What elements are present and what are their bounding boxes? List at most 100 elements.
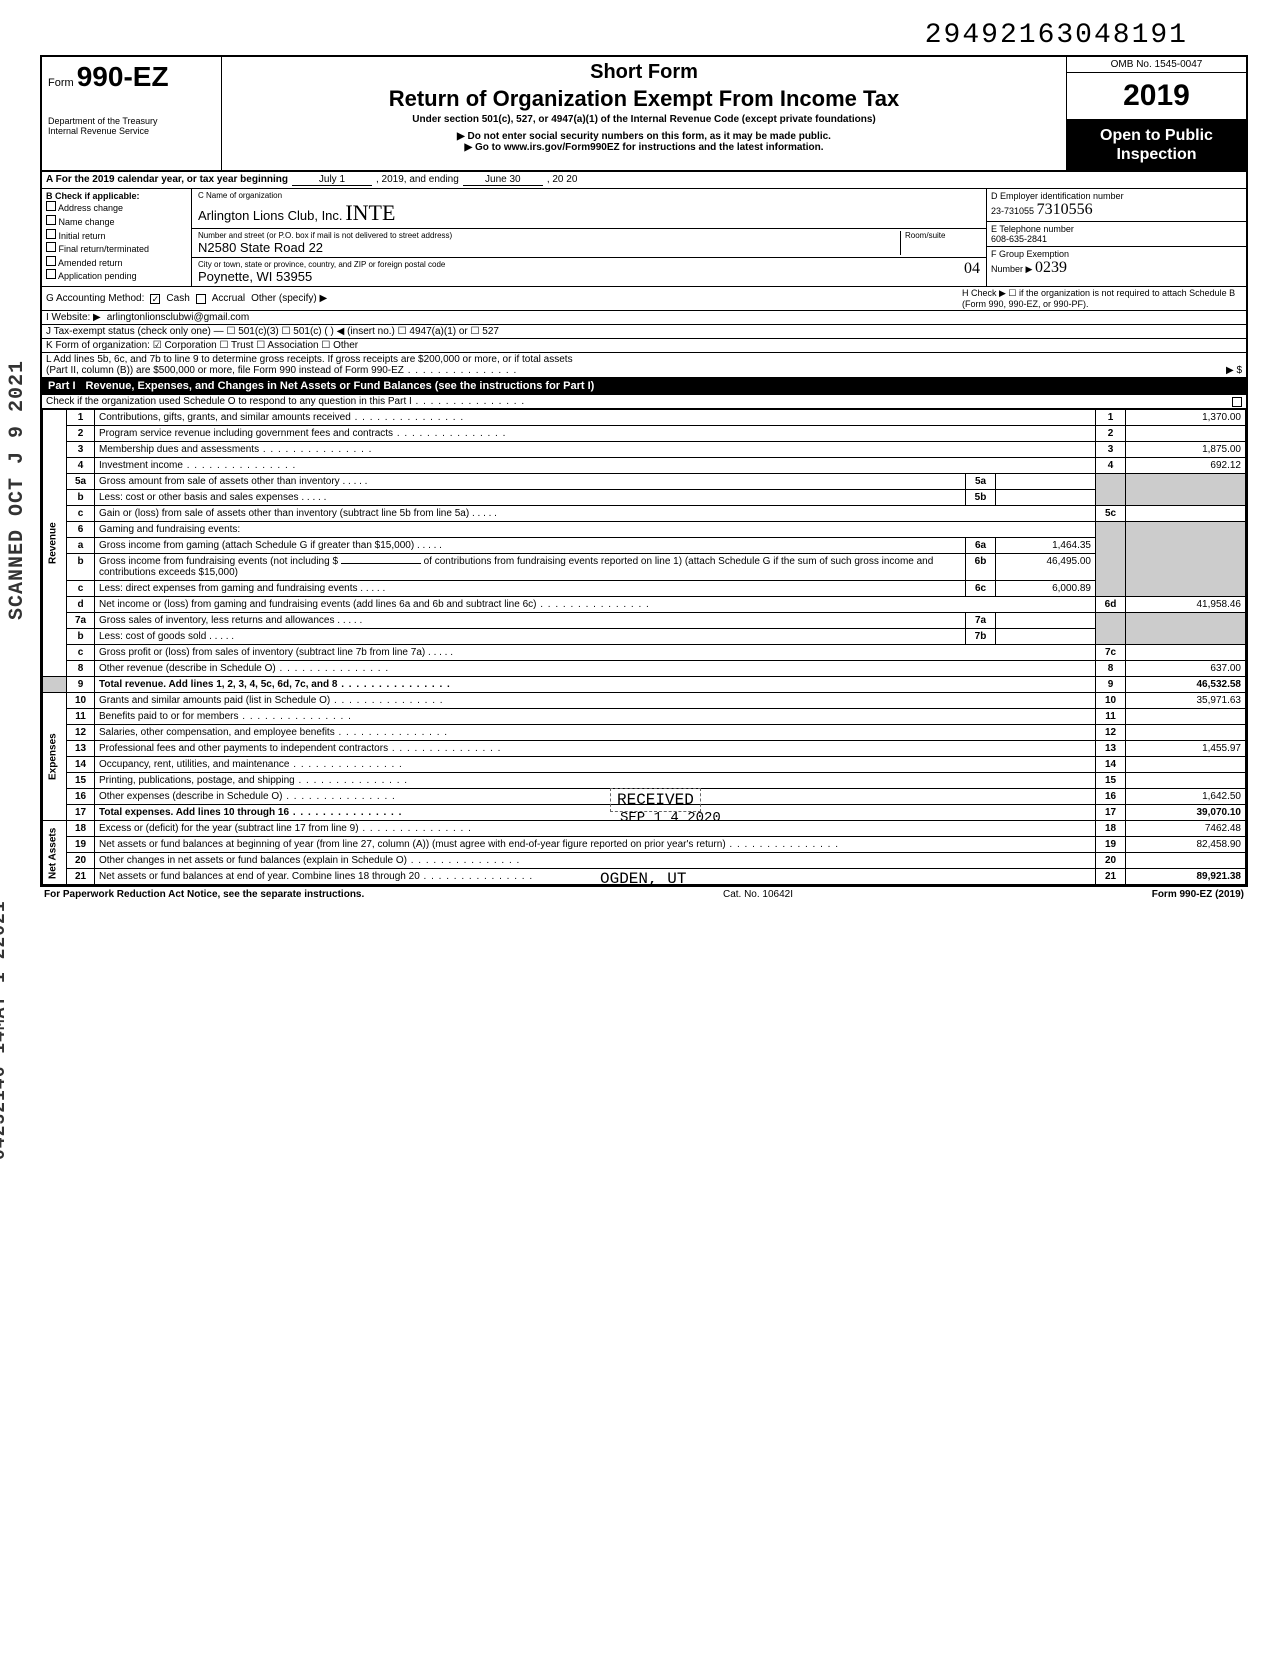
line-3: 3Membership dues and assessments31,875.0… [43, 442, 1246, 458]
val-21[interactable]: 89,921.38 [1126, 869, 1246, 885]
val-2[interactable] [1126, 426, 1246, 442]
val-16[interactable]: 1,642.50 [1126, 789, 1246, 805]
form-outer: Form 990-EZ Department of the Treasury I… [40, 55, 1248, 887]
footer-form: Form 990-EZ (2019) [1152, 889, 1244, 900]
val-14[interactable] [1126, 757, 1246, 773]
omb-number: OMB No. 1545-0047 [1067, 57, 1246, 73]
val-8[interactable]: 637.00 [1126, 661, 1246, 677]
hand-04: 04 [964, 260, 980, 278]
val-3[interactable]: 1,875.00 [1126, 442, 1246, 458]
dln: 29492163048191 [40, 20, 1248, 51]
chk-name-change[interactable]: Name change [46, 215, 187, 229]
chk-amended-return[interactable]: Amended return [46, 256, 187, 270]
val-7a[interactable] [996, 613, 1096, 629]
chk-initial-return[interactable]: Initial return [46, 229, 187, 243]
val-10[interactable]: 35,971.63 [1126, 693, 1246, 709]
side-net-assets: Net Assets [43, 821, 67, 885]
header-right: OMB No. 1545-0047 20201919 Open to Publi… [1066, 57, 1246, 170]
part1-title: Revenue, Expenses, and Changes in Net As… [86, 380, 595, 392]
g-cash: Cash [166, 293, 189, 304]
stamp-dln-side: 04232146 14MAY 1 22021 [0, 900, 10, 1160]
val-9[interactable]: 46,532.58 [1126, 677, 1246, 693]
f-group-hand[interactable]: 0239 [1035, 259, 1067, 276]
org-name[interactable]: Arlington Lions Club, Inc. [198, 208, 343, 223]
row-a-tax-year: A For the 2019 calendar year, or tax yea… [42, 172, 1246, 189]
side-revenue: Revenue [43, 410, 67, 677]
form-header: Form 990-EZ Department of the Treasury I… [42, 57, 1246, 172]
part1-checkbox[interactable] [1232, 397, 1242, 407]
i-website-value[interactable]: arlingtonlionsclubwi@gmail.com [107, 312, 249, 323]
info-grid: B Check if applicable: Address change Na… [42, 189, 1246, 287]
val-6b[interactable]: 46,495.00 [996, 554, 1096, 581]
val-1[interactable]: 1,370.00 [1126, 410, 1246, 426]
return-title: Return of Organization Exempt From Incom… [230, 86, 1058, 112]
org-city[interactable]: Poynette, WI 53955 [198, 269, 980, 284]
part1-check-row: Check if the organization used Schedule … [42, 395, 1246, 409]
row-l-gross-receipts: L Add lines 5b, 6c, and 7b to line 9 to … [42, 353, 1246, 378]
tax-year-end[interactable]: June 30 [463, 174, 543, 186]
line-12: 12Salaries, other compensation, and empl… [43, 725, 1246, 741]
tax-year: 20201919 [1067, 73, 1246, 120]
chk-final-return[interactable]: Final return/terminated [46, 242, 187, 256]
e-phone-value[interactable]: 608-635-2841 [991, 234, 1242, 244]
k-text[interactable]: K Form of organization: ☑ Corporation ☐ … [46, 340, 358, 351]
line-14: 14Occupancy, rent, utilities, and mainte… [43, 757, 1246, 773]
chk-address-change[interactable]: Address change [46, 201, 187, 215]
side-expenses: Expenses [43, 693, 67, 821]
val-15[interactable] [1126, 773, 1246, 789]
val-12[interactable] [1126, 725, 1246, 741]
part1-label: Part I [48, 380, 76, 392]
val-5b[interactable] [996, 490, 1096, 506]
val-19[interactable]: 82,458.90 [1126, 837, 1246, 853]
line-19: 19Net assets or fund balances at beginni… [43, 837, 1246, 853]
row-a-yr: , 20 20 [547, 174, 578, 186]
header-left: Form 990-EZ Department of the Treasury I… [42, 57, 222, 170]
open-to-public: Open to Public [1069, 126, 1244, 145]
room-suite-label: Room/suite [905, 231, 980, 240]
f-number-label: Number ▶ [991, 264, 1032, 274]
row-k-org-form: K Form of organization: ☑ Corporation ☐ … [42, 339, 1246, 353]
dept-irs: Internal Revenue Service [48, 127, 215, 137]
line-6a: aGross income from gaming (attach Schedu… [43, 538, 1246, 554]
line-7c: cGross profit or (loss) from sales of in… [43, 645, 1246, 661]
val-6a[interactable]: 1,464.35 [996, 538, 1096, 554]
g-label: G Accounting Method: [46, 293, 144, 304]
under-section: Under section 501(c), 527, or 4947(a)(1)… [230, 114, 1058, 125]
line-2: 2Program service revenue including gover… [43, 426, 1246, 442]
line-7a: 7aGross sales of inventory, less returns… [43, 613, 1246, 629]
stamp-scanned: SCANNED OCT J 9 2021 [6, 360, 29, 620]
stamp-ogden: OGDEN, UT [600, 870, 686, 888]
chk-application-pending[interactable]: Application pending [46, 269, 187, 283]
f-group-label: F Group Exemption [991, 249, 1069, 259]
val-7c[interactable] [1126, 645, 1246, 661]
val-6c[interactable]: 6,000.89 [996, 581, 1096, 597]
val-5c[interactable] [1126, 506, 1246, 522]
j-text[interactable]: J Tax-exempt status (check only one) — ☐… [46, 326, 499, 337]
part1-header: Part I Revenue, Expenses, and Changes in… [42, 378, 1246, 395]
val-5a[interactable] [996, 474, 1096, 490]
org-street[interactable]: N2580 State Road 22 [198, 240, 900, 255]
val-17[interactable]: 39,070.10 [1126, 805, 1246, 821]
val-13[interactable]: 1,455.97 [1126, 741, 1246, 757]
chk-accrual[interactable] [196, 294, 206, 304]
line-6c: cLess: direct expenses from gaming and f… [43, 581, 1246, 597]
goto-url: ▶ Go to www.irs.gov/Form990EZ for instru… [230, 142, 1058, 153]
footer-catno: Cat. No. 10642I [723, 889, 793, 900]
line-5a: 5aGross amount from sale of assets other… [43, 474, 1246, 490]
line-5c: cGain or (loss) from sale of assets othe… [43, 506, 1246, 522]
chk-cash[interactable]: ✓ [150, 294, 160, 304]
stamp-received-date: SEP 1 4 2020 [620, 810, 721, 826]
val-20[interactable] [1126, 853, 1246, 869]
d-ein-value[interactable]: 23-731055 [991, 206, 1034, 216]
short-form-title: Short Form [230, 61, 1058, 84]
line-9: 9Total revenue. Add lines 1, 2, 3, 4, 5c… [43, 677, 1246, 693]
row-g-h: G Accounting Method: ✓Cash Accrual Other… [42, 287, 1246, 311]
val-4[interactable]: 692.12 [1126, 458, 1246, 474]
val-11[interactable] [1126, 709, 1246, 725]
c-name-label: C Name of organization [198, 191, 980, 200]
val-6d[interactable]: 41,958.46 [1126, 597, 1246, 613]
tax-year-begin[interactable]: July 1 [292, 174, 372, 186]
val-7b[interactable] [996, 629, 1096, 645]
line-15: 15Printing, publications, postage, and s… [43, 773, 1246, 789]
val-18[interactable]: 7462.48 [1126, 821, 1246, 837]
